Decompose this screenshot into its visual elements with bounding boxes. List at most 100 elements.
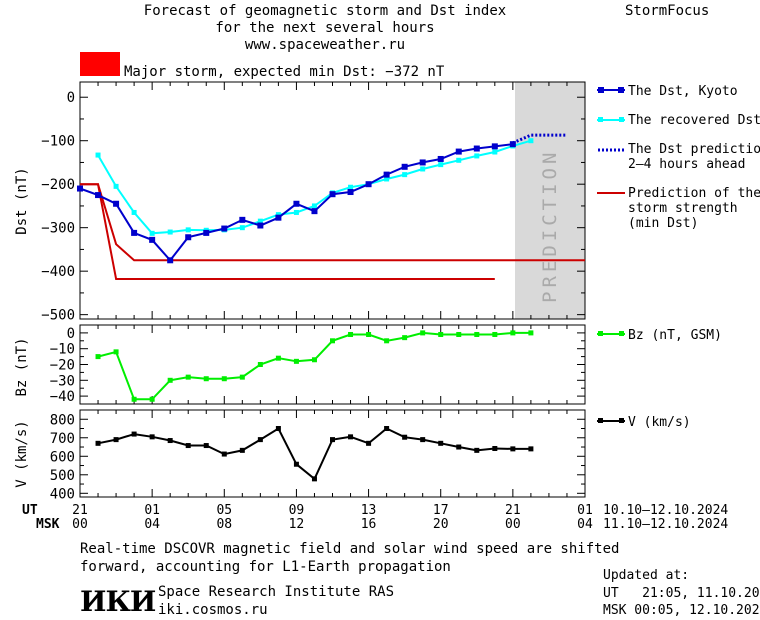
bz-ytick-label: −20 — [50, 358, 75, 374]
ut-tick-label: 17 — [433, 503, 449, 518]
bz-ytick-label: −30 — [50, 373, 75, 389]
dst-ytick-label: −400 — [41, 264, 75, 280]
recovered-dst-point — [113, 183, 119, 189]
msk-tick-label: 20 — [433, 517, 449, 532]
dst-kyoto-point — [473, 145, 480, 152]
bz-point — [167, 377, 173, 383]
v-point — [275, 426, 281, 432]
v-ytick-label: 600 — [50, 449, 75, 465]
prediction-band-label: PREDICTION — [539, 149, 561, 303]
v-ytick-label: 700 — [50, 431, 75, 447]
updated-label: Updated at: — [603, 568, 690, 583]
dst-kyoto-point — [95, 192, 102, 199]
dst-kyoto-point — [131, 229, 138, 236]
dst-kyoto-point — [329, 191, 336, 198]
recovered-dst-point — [492, 149, 498, 155]
legend-label-prediction-2: 2–4 hours ahead — [628, 157, 745, 172]
dst-ytick-label: 0 — [67, 90, 75, 106]
bz-point — [456, 331, 462, 337]
bz-point — [492, 331, 498, 337]
legend-marker-bz-2 — [619, 331, 624, 336]
dst-kyoto-point — [437, 155, 444, 162]
v-point — [185, 443, 191, 449]
recovered-dst-point — [474, 153, 480, 159]
bz-point — [402, 335, 408, 341]
panel-frame-v — [79, 409, 586, 498]
v-point — [131, 431, 137, 437]
bz-point — [366, 331, 372, 337]
v-point — [149, 434, 155, 440]
recovered-dst-point — [95, 152, 101, 158]
dst-kyoto-point — [257, 222, 264, 229]
bz-point — [275, 355, 281, 361]
recovered-dst-point — [348, 184, 354, 190]
recovered-dst-point — [438, 162, 444, 168]
recovered-dst-point — [456, 157, 462, 163]
v-point — [402, 434, 408, 440]
bz-point — [528, 330, 534, 336]
bz-point — [239, 374, 245, 380]
bz-point — [203, 376, 209, 382]
site-url[interactable]: www.spaceweather.ru — [244, 37, 406, 53]
dst-kyoto-point — [383, 171, 390, 178]
axis-ticks: 0−100−200−300−400−5000−10−20−30−40400500… — [41, 82, 586, 502]
dst-kyoto-point — [275, 214, 282, 221]
bz-point — [149, 396, 155, 402]
legend-label-strength-3: (min Dst) — [628, 216, 698, 231]
updated-ut: UT 21:05, 11.10.2024 — [603, 586, 760, 601]
dst-kyoto-point — [221, 225, 228, 232]
recovered-dst-point — [275, 212, 281, 218]
bz-point — [95, 354, 101, 360]
dst-kyoto-point — [149, 236, 156, 243]
dst-ytick-label: −300 — [41, 221, 75, 237]
recovered-dst-point — [293, 209, 299, 215]
ut-tick-label: 01 — [144, 503, 160, 518]
legend-label-prediction-1: The Dst prediction — [628, 142, 760, 157]
iki-logo: ИКИ — [80, 585, 156, 618]
legend-marker-dst — [598, 87, 604, 93]
v-point — [311, 476, 317, 482]
dst-kyoto-point — [203, 229, 210, 236]
recovered-dst-point — [257, 218, 263, 224]
msk-tick-label: 00 — [72, 517, 88, 532]
bz-point — [113, 349, 119, 355]
dst-kyoto-point — [347, 189, 354, 196]
dst-axis-title: Dst (nT) — [14, 167, 30, 234]
bz-point — [348, 331, 354, 337]
dst-kyoto-point — [455, 148, 462, 155]
dst-kyoto-point — [509, 141, 516, 148]
dst-kyoto-point — [77, 185, 83, 192]
legend-label-v: V (km/s) — [628, 415, 691, 430]
institute-name: Space Research Institute RAS — [158, 584, 395, 600]
iki-logo-text: ИКИ — [80, 585, 156, 618]
v-point — [528, 446, 534, 452]
recovered-dst-point — [149, 230, 155, 236]
ut-tick-label: 09 — [289, 503, 305, 518]
dst-prediction-line — [512, 133, 567, 145]
msk-date-range: 11.10–12.10.2024 — [603, 517, 728, 532]
legend-label-bz: Bz (nT, GSM) — [628, 328, 722, 343]
strength-line-lower — [80, 183, 495, 280]
recovered-dst-point — [185, 227, 191, 233]
v-point — [492, 446, 498, 452]
msk-tick-label: 12 — [289, 517, 305, 532]
legend-marker-dst-2 — [618, 87, 624, 93]
msk-tick-label: 00 — [505, 517, 521, 532]
v-ytick-label: 400 — [50, 486, 75, 502]
ut-tick-label: 21 — [505, 503, 521, 518]
dst-ytick-label: −500 — [41, 308, 75, 324]
bz-axis-title: Bz (nT) — [14, 337, 30, 396]
v-point — [203, 443, 209, 449]
bz-point — [311, 357, 317, 363]
v-point — [257, 437, 263, 443]
dst-kyoto-point — [185, 234, 192, 241]
ut-tick-label: 13 — [361, 503, 377, 518]
recovered-dst-point — [167, 229, 173, 235]
bz-point — [474, 331, 480, 337]
institute-site[interactable]: iki.cosmos.ru — [158, 602, 268, 618]
bz-point — [330, 338, 335, 344]
v-point — [438, 440, 444, 446]
bz-ytick-label: −10 — [50, 342, 75, 358]
bz-ytick-label: −40 — [50, 389, 75, 405]
bz-point — [221, 376, 227, 382]
